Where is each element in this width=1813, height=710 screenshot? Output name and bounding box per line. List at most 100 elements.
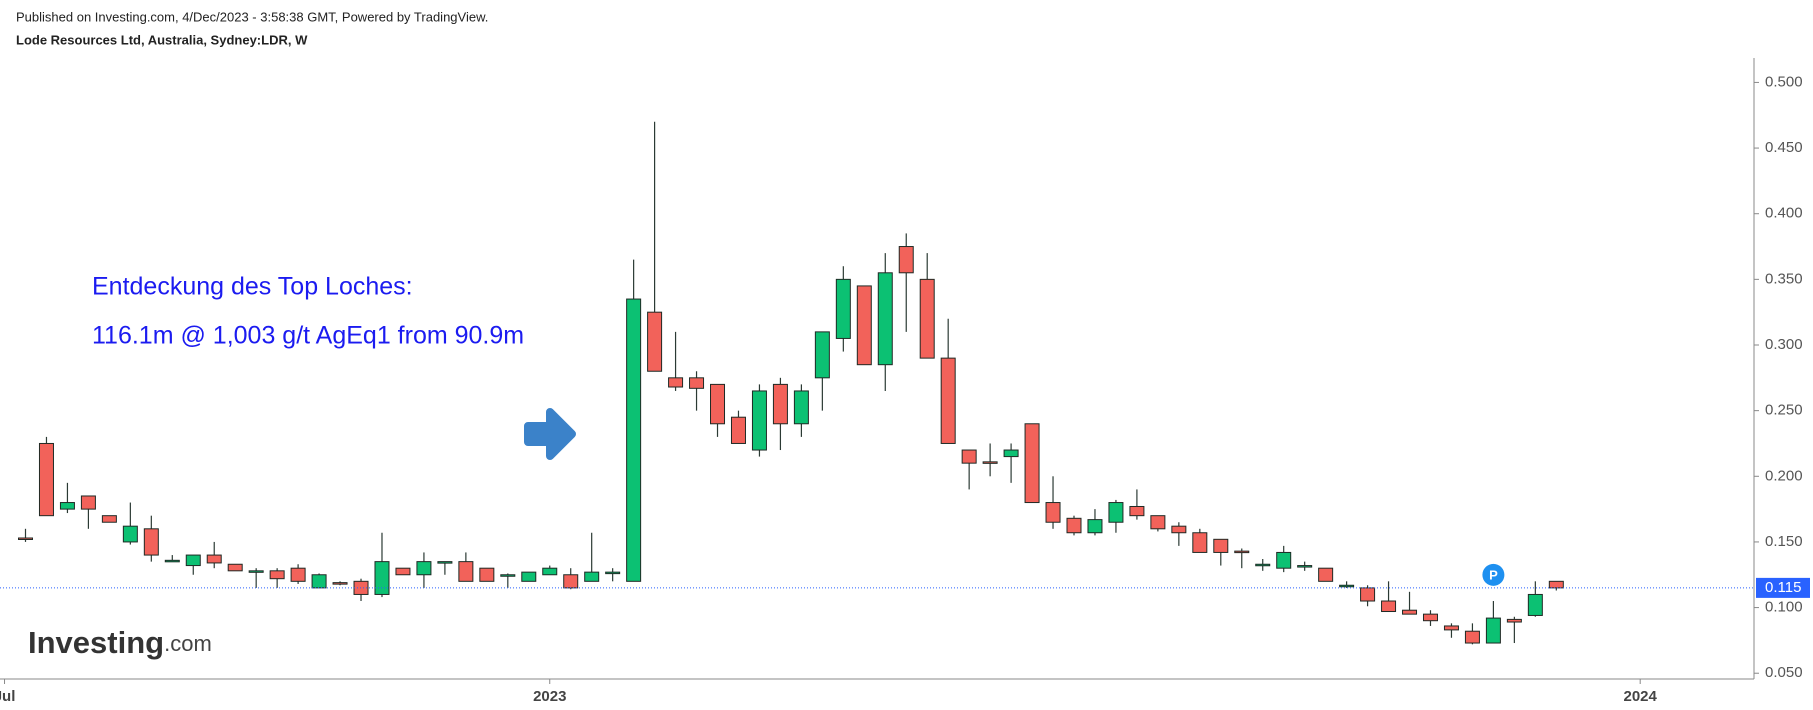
marker-badge (1482, 563, 1505, 586)
y-tick-label: 0.250 (1765, 402, 1803, 419)
y-tick-label: 0.050 (1765, 664, 1803, 681)
candle-body (1108, 502, 1124, 523)
candle-body (710, 383, 726, 425)
annotation: Entdeckung des Top Loches: (92, 273, 413, 301)
candle-body (689, 377, 705, 389)
candle-body (1024, 423, 1040, 504)
candle-body (898, 246, 914, 274)
candle-body (38, 442, 54, 517)
arrow-icon (524, 408, 576, 460)
candle-body (1003, 449, 1019, 458)
candle-body (605, 571, 621, 575)
candle-body (290, 567, 306, 582)
candle-body (730, 416, 746, 444)
candle-body (101, 515, 117, 523)
candle-body (1276, 551, 1292, 569)
candle-body (227, 563, 243, 572)
candle-body (1443, 625, 1459, 631)
y-tick-label: 0.500 (1765, 73, 1803, 90)
candle-body (1129, 505, 1145, 517)
candle-body (18, 537, 33, 540)
candle-body (877, 272, 893, 366)
candle-body (626, 298, 642, 582)
candle-body (269, 570, 285, 580)
candle-body (1422, 613, 1438, 622)
candle-body (647, 311, 663, 372)
candle-body (395, 567, 411, 576)
published-note: Published on Investing.com, 4/Dec/2023 -… (16, 9, 488, 24)
candle-body (1485, 617, 1501, 644)
candle-body (164, 559, 180, 563)
candle-body (122, 525, 138, 543)
annotation: 116.1m @ 1,003 g/t AgEq1 from 90.9m (92, 322, 524, 350)
candle-body (1464, 630, 1480, 644)
candle-body (1402, 609, 1418, 615)
candle-body (542, 567, 558, 576)
candle-body (1527, 593, 1543, 616)
y-tick-label: 0.150 (1765, 533, 1803, 550)
candle-body (919, 278, 935, 359)
candle-body (1381, 600, 1397, 613)
candle-body (353, 580, 369, 595)
logo: Investing.com (28, 625, 212, 660)
candle-body (185, 554, 201, 567)
candle-body (1297, 565, 1313, 568)
instrument-title: Lode Resources Ltd, Australia, Sydney:LD… (16, 32, 308, 47)
candle-body (793, 390, 809, 425)
candle-body (1234, 550, 1250, 554)
y-tick-label: 0.350 (1765, 270, 1803, 287)
candle-body (1255, 563, 1271, 567)
y-tick-label: 0.450 (1765, 139, 1803, 156)
x-tick-label: 2024 (1624, 688, 1658, 705)
y-tick-label: 0.100 (1765, 599, 1803, 616)
candle-body (940, 357, 956, 444)
y-tick-label: 0.200 (1765, 467, 1803, 484)
candle-body (500, 574, 516, 577)
candle-body (458, 561, 474, 582)
candle-body (80, 495, 96, 510)
candle-body (521, 571, 537, 582)
candle-body (1213, 538, 1229, 553)
candle-body (982, 461, 998, 464)
candle-body (1066, 517, 1082, 534)
candle-body (248, 570, 264, 573)
candle-body (1548, 580, 1564, 589)
y-tick-label: 0.400 (1765, 205, 1803, 222)
candle-body (479, 567, 495, 582)
candle-body (1339, 584, 1355, 588)
candle-body (668, 377, 684, 388)
candle-body (1506, 618, 1522, 623)
candle-body (751, 390, 767, 451)
candle-body (1360, 587, 1376, 602)
candle-body (1045, 502, 1061, 523)
logo-name: Investing (28, 625, 164, 660)
candle-body (1192, 532, 1208, 553)
candle-body (961, 449, 977, 464)
candle-body (59, 502, 75, 510)
candle-body (814, 331, 830, 379)
candle-body (206, 554, 222, 564)
candle-body (835, 278, 851, 339)
candle-body (332, 582, 348, 585)
logo-suffix: .com (164, 631, 212, 656)
candle-body (856, 285, 872, 366)
candle-body (772, 383, 788, 425)
x-tick-label: 2023 (533, 688, 566, 705)
candle-body (416, 561, 432, 576)
candle-body (1171, 525, 1187, 534)
x-tick-label: Jul (0, 688, 15, 705)
candle-body (1150, 515, 1166, 530)
candle-body (1087, 519, 1103, 534)
marker-label: P (1489, 567, 1498, 582)
price-label-box (1756, 577, 1810, 598)
candle-body (374, 561, 390, 595)
candle-body (1318, 567, 1334, 582)
candle-body (143, 528, 159, 556)
candle-body (311, 574, 327, 589)
candle-body (563, 574, 579, 589)
candle-body (584, 571, 600, 582)
y-tick-label: 0.300 (1765, 336, 1803, 353)
candle-body (437, 561, 453, 564)
